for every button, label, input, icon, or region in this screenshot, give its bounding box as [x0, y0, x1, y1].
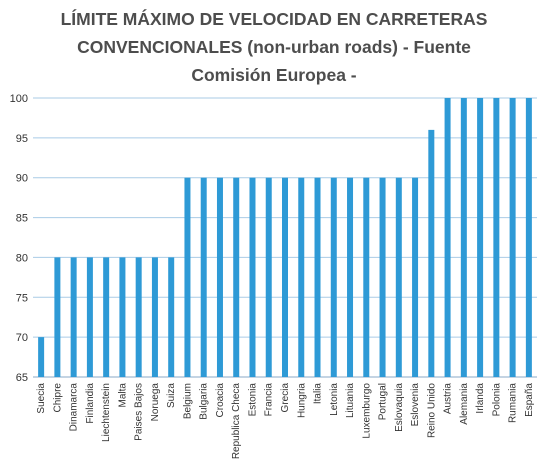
- y-tick-label: 70: [16, 332, 28, 344]
- x-tick-label: Lituania: [345, 383, 356, 418]
- bar-polonia: [493, 98, 500, 377]
- x-tick-label: Suecia: [36, 383, 47, 414]
- x-tick-label: Suiza: [166, 383, 177, 408]
- bar-italia: [314, 177, 321, 377]
- x-tick-label: Croacia: [215, 383, 226, 418]
- x-tick-label: Grecia: [280, 383, 291, 413]
- bar-bulgaria: [200, 177, 207, 377]
- x-tick-label: Belgium: [182, 383, 193, 419]
- y-tick-label: 90: [16, 173, 28, 185]
- bar-republica-checa: [233, 177, 240, 377]
- x-tick-label: Bulgaria: [199, 383, 210, 420]
- bar-dinamarca: [70, 257, 77, 377]
- x-tick-label: Chipre: [52, 383, 63, 413]
- bar-francia: [265, 177, 272, 377]
- bar-austria: [444, 98, 451, 377]
- x-tick-label: Italia: [313, 383, 324, 405]
- x-tick-label: Portugal: [378, 383, 389, 420]
- bar-chipre: [54, 257, 61, 377]
- bar-hungria: [298, 177, 305, 377]
- bar-liechtenstein: [103, 257, 110, 377]
- bar-españa: [525, 98, 532, 377]
- y-tick-label: 75: [16, 292, 28, 304]
- x-tick-label: Rumania: [508, 383, 519, 423]
- bar-irlanda: [477, 98, 484, 377]
- x-tick-label: Hungria: [296, 383, 307, 418]
- x-tick-label: Irlanda: [475, 383, 486, 414]
- bar-reino-unido: [428, 129, 435, 377]
- bar-malta: [119, 257, 126, 377]
- bar-portugal: [379, 177, 386, 377]
- x-tick-label: Eslovenia: [410, 383, 421, 427]
- bar-luxemburgo: [363, 177, 370, 377]
- x-tick-label: Polonia: [491, 383, 502, 417]
- bar-suecia: [38, 337, 45, 377]
- bar-alemania: [460, 98, 467, 377]
- y-tick-label: 85: [16, 213, 28, 225]
- y-tick-label: 100: [10, 93, 28, 105]
- bar-eslovenia: [412, 177, 419, 377]
- x-tick-label: Noruega: [150, 383, 161, 422]
- bar-croacia: [216, 177, 223, 377]
- bar-noruega: [151, 257, 158, 377]
- x-tick-label: Dinamarca: [69, 383, 80, 432]
- y-tick-label: 80: [16, 252, 28, 264]
- x-tick-label: Liechtenstein: [101, 383, 112, 442]
- bar-belgium: [184, 177, 191, 377]
- y-tick-label: 95: [16, 133, 28, 145]
- chart-title-line-1: LÍMITE MÁXIMO DE VELOCIDAD EN CARRETERAS: [60, 9, 488, 29]
- chart-title-line-2: CONVENCIONALES (non-urban roads) - Fuent…: [77, 37, 471, 57]
- chart-title-line-3: Comisión Europea -: [191, 65, 357, 85]
- x-tick-label: Reino Unido: [426, 383, 437, 438]
- bar-finlandia: [86, 257, 93, 377]
- bar-grecia: [282, 177, 288, 377]
- x-tick-label: Letonia: [329, 383, 340, 416]
- y-axis: 65 70 75 80 85 90 95 100: [10, 93, 28, 384]
- bar-letonia: [330, 177, 337, 377]
- x-tick-label: Luxemburgo: [361, 383, 372, 439]
- bar-suiza: [168, 257, 175, 377]
- bar-layer: [38, 98, 532, 377]
- x-tick-label: Malta: [117, 383, 128, 408]
- x-tick-label: Eslovaquia: [394, 383, 405, 432]
- x-axis: Suecia Chipre Dinamarca Finlandia Liechtenst…: [36, 383, 535, 460]
- bar-paises-bajos: [135, 257, 142, 377]
- x-tick-label: Finlandia: [85, 383, 96, 424]
- bar-rumania: [509, 98, 516, 377]
- x-tick-label: Alemania: [459, 383, 470, 425]
- bar-estonia: [249, 177, 256, 377]
- x-tick-label: Republica Checa: [231, 383, 242, 460]
- bar-eslovaquia: [395, 177, 402, 377]
- bar-lituania: [347, 177, 354, 377]
- x-tick-label: Paises Bajos: [134, 383, 145, 441]
- x-tick-label: España: [524, 383, 535, 417]
- x-tick-label: Austria: [443, 383, 454, 415]
- y-tick-label: 65: [16, 372, 28, 384]
- x-tick-label: Estonia: [247, 383, 258, 417]
- x-tick-label: Francia: [264, 383, 275, 417]
